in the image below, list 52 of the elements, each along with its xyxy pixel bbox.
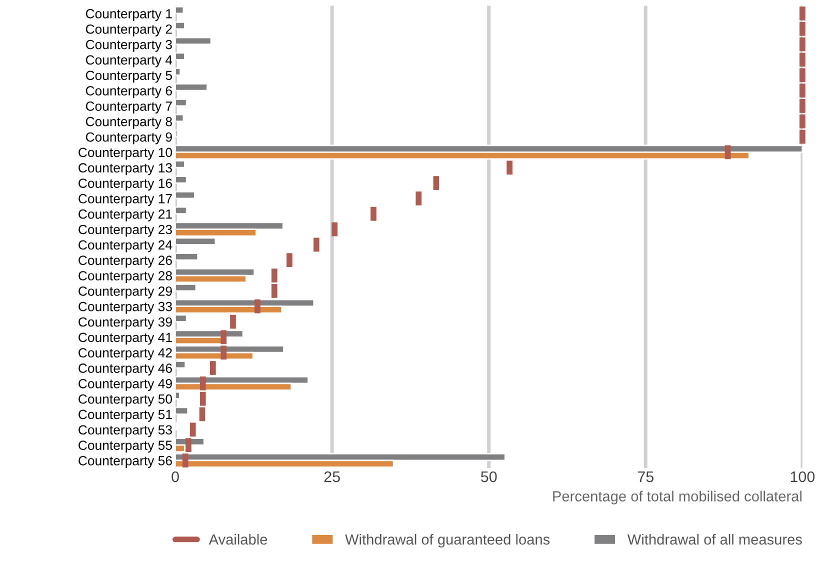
bar — [175, 6, 184, 14]
y-tick-label: Counterparty 9 — [86, 132, 172, 144]
y-tick-label: Counterparty 39 — [78, 317, 172, 330]
y-tick-label: Counterparty 17 — [78, 194, 172, 206]
y-tick-label: Counterparty 56 — [78, 456, 172, 468]
y-tick-label: Counterparty 51 — [78, 410, 172, 422]
legend-label: Withdrawal of all measures — [627, 534, 802, 545]
bar — [175, 190, 196, 200]
y-tick-label: Counterparty 23 — [78, 224, 172, 237]
y-tick-label: Counterparty 6 — [86, 86, 172, 98]
x-tick-label: 0 — [172, 471, 179, 482]
y-tick-label: Counterparty 7 — [86, 102, 172, 114]
y-tick-label: Counterparty 26 — [78, 256, 172, 268]
x-tick-label: 100 — [790, 471, 815, 482]
y-tick-label: Counterparty 53 — [78, 425, 172, 438]
y-tick-label: Counterparty 49 — [78, 378, 172, 391]
y-tick-label: Counterparty 50 — [78, 394, 172, 406]
x-axis-title: Percentage of total mobilised collateral — [553, 490, 802, 504]
y-tick-label: Counterparty 10 — [78, 148, 172, 160]
y-tick-label: Counterparty 42 — [78, 348, 172, 360]
bar — [175, 68, 182, 76]
y-tick-label: Counterparty 4 — [86, 55, 172, 68]
y-tick-label: Counterparty 33 — [78, 302, 172, 314]
y-tick-label: Counterparty 29 — [78, 286, 172, 298]
y-tick-label: Counterparty 13 — [78, 163, 172, 176]
bar — [175, 406, 189, 415]
x-tick-label: 75 — [638, 472, 654, 482]
x-tick-label: 25 — [324, 471, 340, 482]
y-tick-label: Counterparty 2 — [86, 24, 172, 36]
bar — [175, 21, 186, 30]
x-tick-label: 50 — [480, 471, 497, 482]
bar — [175, 176, 188, 184]
y-tick-label: Counterparty 21 — [78, 209, 172, 222]
legend-label: Available — [208, 534, 268, 545]
bar — [175, 252, 199, 261]
bar — [175, 114, 184, 122]
y-tick-label: Counterparty 28 — [78, 271, 172, 284]
y-tick-label: Counterparty 55 — [78, 440, 172, 453]
bar — [175, 36, 212, 46]
y-tick-label: Counterparty 8 — [86, 116, 172, 129]
y-tick-label: Counterparty 16 — [78, 178, 172, 191]
y-tick-label: Counterparty 24 — [78, 240, 172, 252]
bar — [175, 83, 208, 92]
y-tick-label: Counterparty 46 — [78, 364, 172, 376]
y-tick-label: Counterparty 3 — [86, 40, 172, 52]
y-tick-label: Counterparty 5 — [86, 70, 172, 83]
bar — [175, 52, 186, 60]
bar — [175, 98, 188, 107]
y-tick-label: Counterparty 41 — [78, 332, 172, 345]
legend-label: Withdrawal of guaranteed loans — [345, 534, 550, 548]
bar — [175, 206, 188, 215]
y-tick-label: Counterparty 1 — [86, 9, 172, 22]
